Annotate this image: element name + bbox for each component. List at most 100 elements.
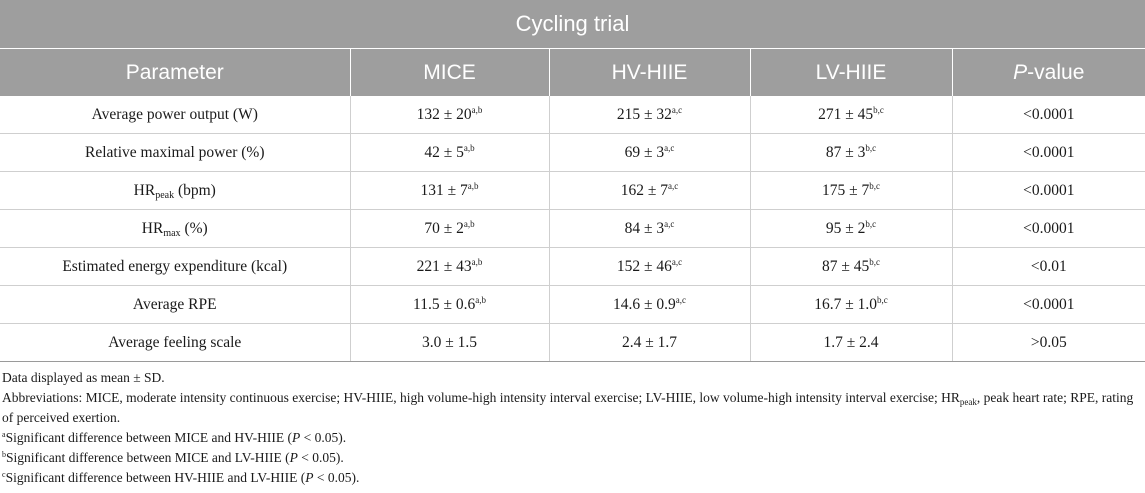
footnote-mark: b xyxy=(2,450,6,459)
hv-hiie-cell: 152 ± 46a,c xyxy=(549,247,751,286)
cell-value: 131 ± 7 xyxy=(420,181,468,199)
cell-value: 162 ± 7 xyxy=(620,181,668,199)
header-p-rest: -value xyxy=(1027,60,1085,84)
cell-value: 70 ± 2 xyxy=(424,219,464,237)
p-value-cell: <0.0001 xyxy=(952,209,1145,248)
hv-hiie-cell: 2.4 ± 1.7 xyxy=(549,323,751,362)
row-label: HRmax (%) xyxy=(0,209,351,248)
header-p-italic: P xyxy=(1013,60,1028,84)
p-value-cell: <0.0001 xyxy=(952,285,1145,324)
mice-cell: 132 ± 20a,b xyxy=(350,96,550,134)
table-row: Relative maximal power (%) 42 ± 5a,b 69 … xyxy=(0,133,1145,172)
header-lv-hiie: LV-HIIE xyxy=(750,48,953,96)
cycling-trial-table: Cycling trial Parameter MICE HV-HIIE LV-… xyxy=(0,0,1145,362)
footnote-a: aSignificant difference between MICE and… xyxy=(2,428,1143,448)
cell-value: 132 ± 20 xyxy=(416,105,472,123)
abbrev-text-1: Abbreviations: MICE, moderate intensity … xyxy=(2,390,960,405)
cell-superscript: b,c xyxy=(873,104,884,115)
row-label: Relative maximal power (%) xyxy=(0,133,351,172)
lv-hiie-cell: 1.7 ± 2.4 xyxy=(750,323,953,362)
footnote-b: bSignificant difference between MICE and… xyxy=(2,448,1143,468)
cell-value: 87 ± 3 xyxy=(825,143,866,161)
table-row: Average RPE 11.5 ± 0.6a,b 14.6 ± 0.9a,c … xyxy=(0,285,1145,324)
cell-value: 16.7 ± 1.0 xyxy=(814,295,877,313)
table-title-row: Cycling trial xyxy=(0,0,1145,49)
abbrev-text-2: , peak heart rate; RPE, rating of percei… xyxy=(2,390,1134,425)
row-label: Estimated energy expenditure (kcal) xyxy=(0,247,351,286)
lv-hiie-cell: 87 ± 3b,c xyxy=(750,133,953,172)
hv-hiie-cell: 84 ± 3a,c xyxy=(549,209,751,248)
header-p-value: P-value xyxy=(952,48,1145,96)
note-abbreviations: Abbreviations: MICE, moderate intensity … xyxy=(2,388,1143,428)
label-base: HR xyxy=(133,181,156,199)
cell-value: 14.6 ± 0.9 xyxy=(612,295,676,313)
footnote-p: P xyxy=(291,430,301,445)
mice-cell: 42 ± 5a,b xyxy=(350,133,550,172)
table-row: Estimated energy expenditure (kcal) 221 … xyxy=(0,247,1145,286)
table-title: Cycling trial xyxy=(0,0,1145,49)
lv-hiie-cell: 87 ± 45b,c xyxy=(750,247,953,286)
footnote-mark: c xyxy=(2,470,6,479)
cell-superscript: a,b xyxy=(475,294,486,305)
cell-value: 95 ± 2 xyxy=(825,219,866,237)
footnote-mark: a xyxy=(2,430,6,439)
label-subscript: max xyxy=(163,227,181,239)
mice-cell: 3.0 ± 1.5 xyxy=(350,323,550,362)
cell-superscript: b,c xyxy=(865,142,877,153)
cell-superscript: b,c xyxy=(877,294,888,305)
cell-superscript: a,c xyxy=(671,256,683,267)
cell-superscript: b,c xyxy=(869,180,880,191)
footnote-text: < 0.05). xyxy=(313,470,360,485)
lv-hiie-cell: 175 ± 7b,c xyxy=(750,171,953,210)
footnote-text: Significant difference between HV-HIIE a… xyxy=(5,470,306,485)
cell-superscript: a,c xyxy=(664,218,675,229)
abbrev-subscript: peak xyxy=(959,397,977,407)
lv-hiie-cell: 16.7 ± 1.0b,c xyxy=(750,285,953,324)
label-rest: (bpm) xyxy=(174,181,216,199)
cell-superscript: a,c xyxy=(664,142,675,153)
cell-value: 175 ± 7 xyxy=(821,181,870,199)
lv-hiie-cell: 95 ± 2b,c xyxy=(750,209,953,248)
header-mice: MICE xyxy=(350,48,550,96)
note-data-displayed: Data displayed as mean ± SD. xyxy=(2,370,165,385)
footnote-c: cSignificant difference between HV-HIIE … xyxy=(2,468,1143,488)
row-label: Average power output (W) xyxy=(0,96,351,134)
table-row: Average power output (W) 132 ± 20a,b 215… xyxy=(0,96,1145,134)
p-value-cell: <0.01 xyxy=(952,247,1145,286)
column-header-row: Parameter MICE HV-HIIE LV-HIIE P-value xyxy=(0,48,1145,96)
cell-superscript: a,b xyxy=(471,256,483,267)
label-rest: (%) xyxy=(180,219,208,237)
cell-value: 42 ± 5 xyxy=(424,143,464,161)
table-row: Average feeling scale 3.0 ± 1.5 2.4 ± 1.… xyxy=(0,323,1145,362)
table-row: HRmax (%) 70 ± 2a,b 84 ± 3a,c 95 ± 2b,c … xyxy=(0,209,1145,248)
cell-value: 271 ± 45 xyxy=(818,105,874,123)
hv-hiie-cell: 215 ± 32a,c xyxy=(549,96,751,134)
hv-hiie-cell: 69 ± 3a,c xyxy=(549,133,751,172)
footnote-text: Significant difference between MICE and … xyxy=(5,430,292,445)
row-label: HRpeak (bpm) xyxy=(0,171,351,210)
cell-superscript: a,c xyxy=(671,104,683,115)
cell-superscript: a,b xyxy=(463,218,475,229)
cell-superscript: b,c xyxy=(865,218,877,229)
cell-value: 215 ± 32 xyxy=(616,105,672,123)
footnote-p: P xyxy=(305,470,314,485)
cell-superscript: a,c xyxy=(668,180,679,191)
row-label: Average RPE xyxy=(0,285,351,324)
p-value-cell: >0.05 xyxy=(952,323,1145,362)
cell-value: 84 ± 3 xyxy=(624,219,665,237)
cell-value: 11.5 ± 0.6 xyxy=(413,295,476,313)
footnote-text: < 0.05). xyxy=(297,450,344,465)
cell-superscript: a,c xyxy=(675,294,686,305)
table-row: HRpeak (bpm) 131 ± 7a,b 162 ± 7a,c 175 ±… xyxy=(0,171,1145,210)
mice-cell: 11.5 ± 0.6a,b xyxy=(350,285,550,324)
cell-value: 221 ± 43 xyxy=(416,257,472,275)
label-subscript: peak xyxy=(155,189,175,201)
cell-value: 152 ± 46 xyxy=(616,257,672,275)
hv-hiie-cell: 14.6 ± 0.9a,c xyxy=(549,285,751,324)
cell-superscript: a,b xyxy=(463,142,475,153)
mice-cell: 131 ± 7a,b xyxy=(350,171,550,210)
lv-hiie-cell: 271 ± 45b,c xyxy=(750,96,953,134)
cell-value: 69 ± 3 xyxy=(624,143,665,161)
cell-superscript: a,b xyxy=(467,180,479,191)
